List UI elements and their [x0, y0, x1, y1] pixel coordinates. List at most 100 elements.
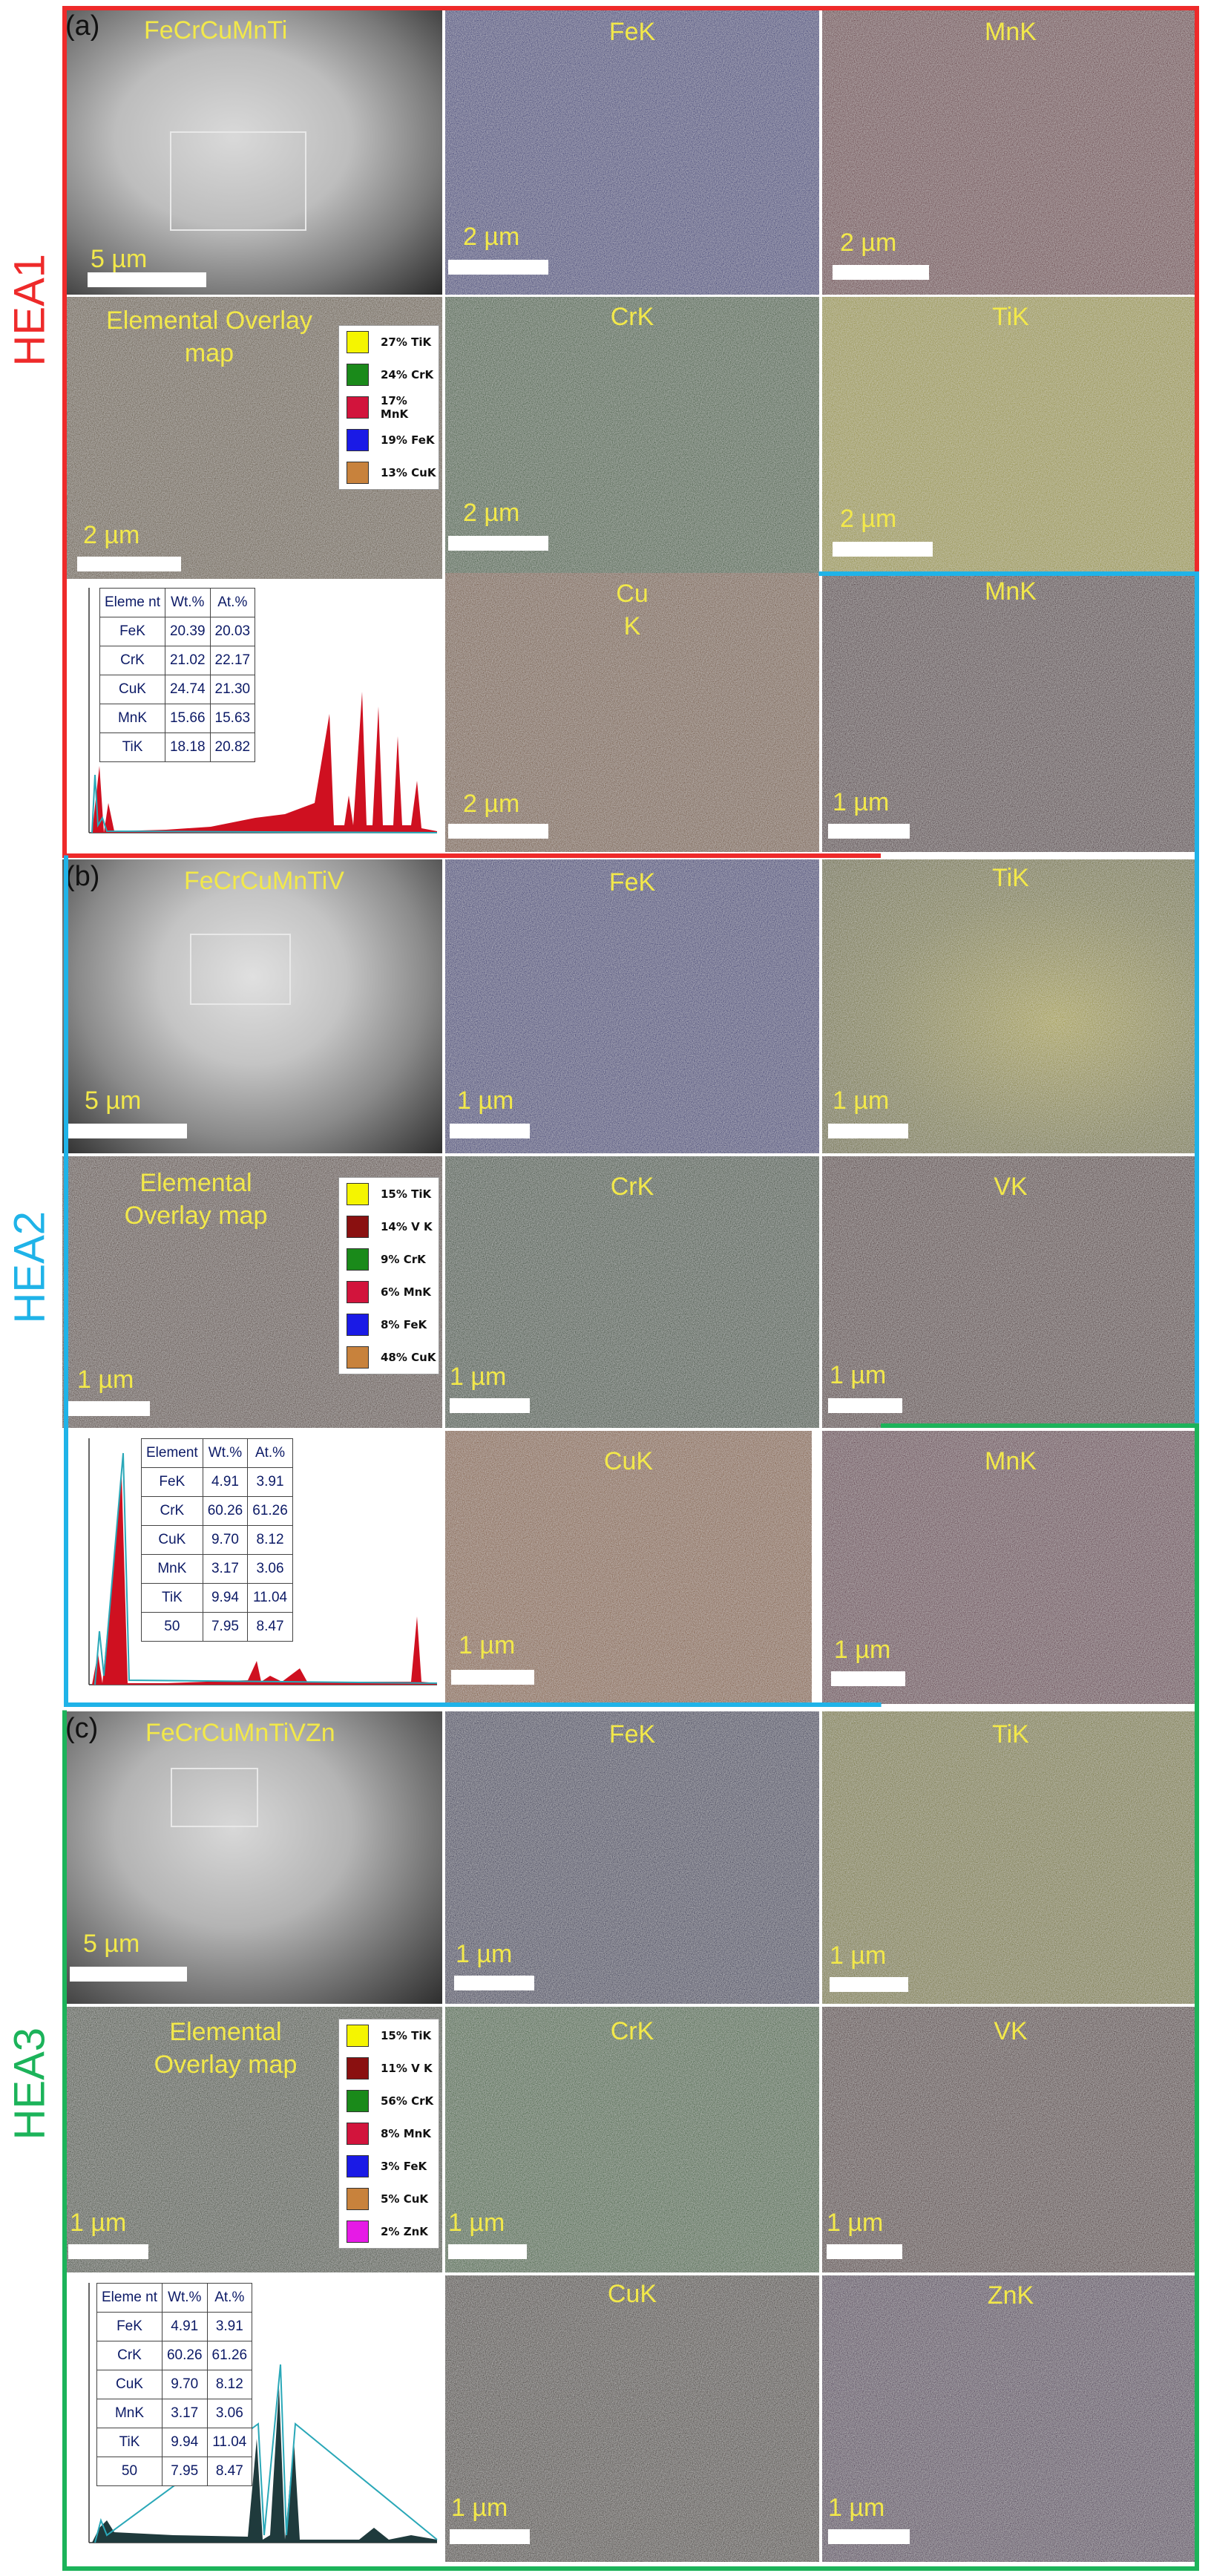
hea3-eds-table: Eleme nt Wt.% At.% FeK 4.91 3.91 CrK 60.26 6…	[96, 2283, 253, 2486]
hea2-eds-plot	[88, 1438, 438, 1685]
hea2-legend: 15% TiK 14% V K 9% CrK 6% MnK 8% FeK 48%…	[338, 1177, 439, 1374]
legend-row: 15% TiK	[339, 1178, 439, 1210]
table-row: MnK 3.17 3.06	[96, 2399, 253, 2428]
legend-text: 15% TiK	[381, 2029, 432, 2042]
legend-swatch	[347, 1281, 369, 1303]
hea2-fe-label: FeK	[608, 868, 656, 897]
hea2-mn-map-overlay: MnK 1 µm	[822, 573, 1199, 852]
table-header: Eleme nt	[99, 588, 165, 617]
hea2-cr-map	[445, 1156, 819, 1428]
hea1-ti-map-overlay: TiK 2 µm	[822, 297, 1199, 573]
hea2-fe-map-overlay: FeK 1 µm	[445, 859, 819, 1153]
hea3-mn-map	[822, 1431, 1199, 1704]
legend-text: 5% CuK	[381, 2192, 428, 2206]
hea3-mn-scale-bar	[831, 1671, 905, 1686]
legend-swatch	[347, 429, 369, 451]
legend-text: 11% V K	[381, 2062, 433, 2075]
table-cell: 61.26	[206, 2341, 253, 2370]
table-cell: MnK	[96, 2399, 163, 2428]
table-header: At.%	[206, 2283, 253, 2313]
hea3-sem-roi-box	[171, 1768, 258, 1827]
legend-row: 2% ZnK	[339, 2215, 439, 2248]
hea3-zn-map-overlay: ZnK 1 µm	[822, 2275, 1199, 2562]
table-cell: 8.47	[206, 2457, 253, 2486]
hea3-cr-map	[445, 2007, 819, 2272]
hea2-fe-scale-bar	[450, 1124, 530, 1138]
table-cell: 4.91	[202, 1467, 249, 1497]
hea3-ti-scale-bar	[830, 1977, 908, 1992]
legend-swatch	[347, 462, 369, 484]
hea1-fe-map-overlay: FeK 2 µm	[445, 9, 819, 295]
hea1-cr-scale-text: 2 µm	[463, 499, 520, 527]
hea1-mn-scale-bar	[833, 265, 929, 280]
legend-text: 8% MnK	[381, 2127, 431, 2140]
hea2-ti-scale-text: 1 µm	[833, 1087, 890, 1115]
legend-row: 24% CrK	[339, 358, 439, 391]
hea1-overlay-title: Elemental Overlay map	[106, 307, 312, 368]
legend-row: 27% TiK	[339, 326, 439, 358]
legend-swatch	[347, 2057, 369, 2080]
table-header: Wt.%	[161, 2283, 208, 2313]
table-row: FeK 4.91 3.91	[141, 1467, 293, 1497]
table-row: 50 7.95 8.47	[141, 1612, 293, 1642]
hea3-zn-scale-bar	[828, 2529, 910, 2544]
hea3-cu-map-overlay: CuK 1 µm	[445, 2275, 819, 2562]
hea2-eds-table: Element Wt.% At.% FeK 4.91 3.91 CrK 60.26 61…	[141, 1438, 293, 1642]
hea1-fe-label: FeK	[608, 18, 656, 46]
table-cell: 3.17	[161, 2399, 208, 2428]
table-cell: 9.94	[202, 1583, 249, 1613]
hea1-cu-map-overlay: Cu K 2 µm	[445, 573, 819, 852]
legend-swatch	[347, 2188, 369, 2210]
table-row: Eleme nt Wt.% At.%	[99, 588, 256, 617]
legend-swatch	[347, 2025, 369, 2047]
hea3-sem-image: (c) FeCrCuMnTiVZn 5 µm	[62, 1711, 442, 2004]
hea3-v-scale-text: 1 µm	[827, 2209, 884, 2237]
table-cell: FeK	[96, 2312, 163, 2341]
hea2-mn-scale-bar	[828, 824, 910, 839]
legend-row: 14% V K	[339, 1210, 439, 1243]
hea2-v-label: VK	[994, 1173, 1028, 1201]
legend-swatch	[347, 2221, 369, 2243]
hea2-v-scale-text: 1 µm	[830, 1361, 887, 1389]
table-cell: 18.18	[164, 733, 211, 762]
legend-swatch	[347, 364, 369, 386]
hea2-cu-map-overlay: CuK 1 µm	[445, 1431, 812, 1704]
hea3-eds-spectrum: Eleme nt Wt.% At.% FeK 4.91 3.91 CrK 60.26 6…	[62, 2275, 442, 2562]
table-header: At.%	[209, 588, 256, 617]
legend-swatch	[347, 1346, 369, 1369]
legend-text: 24% CrK	[381, 368, 434, 381]
table-cell: CuK	[96, 2370, 163, 2399]
legend-text: 2% ZnK	[381, 2225, 428, 2238]
hea1-eds-plot	[88, 588, 438, 833]
hea2-sem-image: (b) FeCrCuMnTiV 5 µm	[62, 859, 442, 1153]
hea1-eds-table: Eleme nt Wt.% At.% FeK 20.39 20.03 CrK 21.0…	[99, 588, 256, 762]
legend-row: 48% CuK	[339, 1341, 439, 1374]
hea3-eds-plot	[88, 2283, 438, 2543]
hea1-cu-label: Cu K	[616, 580, 649, 641]
table-cell: 50	[141, 1612, 203, 1642]
legend-row: 15% TiK	[339, 2019, 439, 2052]
hea2-sem-title: FeCrCuMnTiV	[184, 867, 344, 895]
legend-swatch	[347, 1314, 369, 1336]
hea1-fe-scale-bar	[448, 260, 548, 275]
hea2-v-map-overlay: VK 1 µm	[822, 1156, 1199, 1428]
table-row: FeK 20.39 20.03	[99, 617, 256, 646]
legend-text: 14% V K	[381, 1220, 433, 1233]
table-row: CrK 60.26 61.26	[96, 2341, 253, 2370]
hea1-ti-map	[822, 297, 1199, 573]
hea3-v-scale-bar	[827, 2244, 902, 2259]
hea3-ti-map	[822, 1711, 1199, 2004]
legend-row: 9% CrK	[339, 1243, 439, 1276]
hea1-cu-map	[445, 573, 819, 852]
hea2-cu-scale-text: 1 µm	[459, 1631, 516, 1659]
table-header: Wt.%	[202, 1438, 249, 1468]
hea2-cr-scale-text: 1 µm	[450, 1363, 507, 1391]
table-cell: CrK	[96, 2341, 163, 2370]
hea1-panel-letter: (a)	[65, 10, 100, 42]
legend-swatch	[347, 331, 369, 353]
hea2-sem-scale-text: 5 µm	[85, 1087, 142, 1115]
legend-swatch	[347, 396, 369, 419]
table-row: Element Wt.% At.%	[141, 1438, 293, 1468]
hea1-sem-title: FeCrCuMnTi	[144, 16, 288, 45]
legend-swatch	[347, 2090, 369, 2112]
